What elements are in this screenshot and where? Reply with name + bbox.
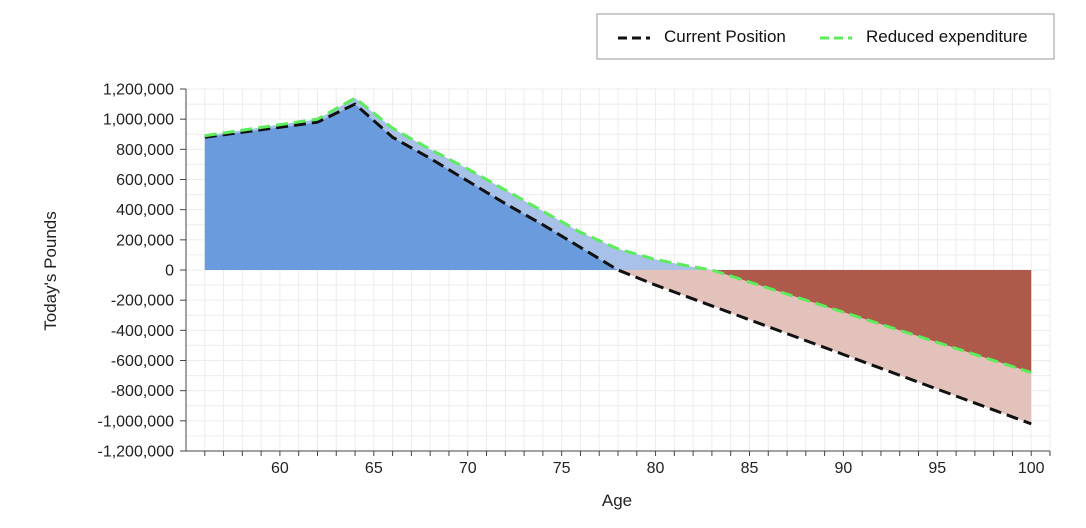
- y-tick-label: 1,000,000: [103, 112, 174, 129]
- y-tick-label: -800,000: [111, 383, 174, 400]
- y-tick-label: -400,000: [111, 323, 174, 340]
- x-axis-title: Age: [602, 491, 632, 510]
- x-tick-label: 80: [647, 460, 665, 477]
- y-tick-label: 0: [165, 263, 174, 280]
- y-tick-label: 800,000: [116, 142, 174, 159]
- x-tick-label: 70: [459, 460, 477, 477]
- area-fills: [204, 98, 1032, 424]
- area-positive-gap: [204, 98, 1032, 270]
- x-tick-label: 95: [928, 460, 946, 477]
- series-line-reduced-expenditure: [204, 96, 1032, 374]
- y-tick-label: 200,000: [116, 232, 174, 249]
- y-tick-label: -1,000,000: [97, 413, 174, 430]
- y-tick-label: -200,000: [111, 293, 174, 310]
- legend: Current Position Reduced expenditure: [596, 13, 1055, 60]
- x-tick-label: 75: [553, 460, 571, 477]
- x-tick-label: 100: [1018, 460, 1045, 477]
- y-tick-label: -600,000: [111, 353, 174, 370]
- area-positive-current: [204, 104, 1032, 270]
- x-tick-label: 90: [834, 460, 852, 477]
- y-tick-label: 400,000: [116, 202, 174, 219]
- legend-label-current-position: Current Position: [664, 27, 786, 46]
- series-line-current-position: [204, 102, 1032, 426]
- x-tick-label: 85: [741, 460, 759, 477]
- axes: 1,200,000 1,000,000 800,000 600,000 400,000 2…: [97, 82, 1051, 477]
- y-tick-label: -1,200,000: [97, 444, 174, 461]
- area-negative-reduced: [204, 270, 1032, 373]
- x-tick-label: 65: [365, 460, 383, 477]
- y-axis-title: Today's Pounds: [41, 211, 60, 331]
- y-tick-label: 1,200,000: [103, 82, 174, 99]
- y-tick-label: 600,000: [116, 172, 174, 189]
- area-negative-gap: [204, 270, 1032, 424]
- legend-label-reduced-expenditure: Reduced expenditure: [866, 27, 1028, 46]
- series-lines: [204, 96, 1032, 426]
- x-tick-label: 60: [271, 460, 289, 477]
